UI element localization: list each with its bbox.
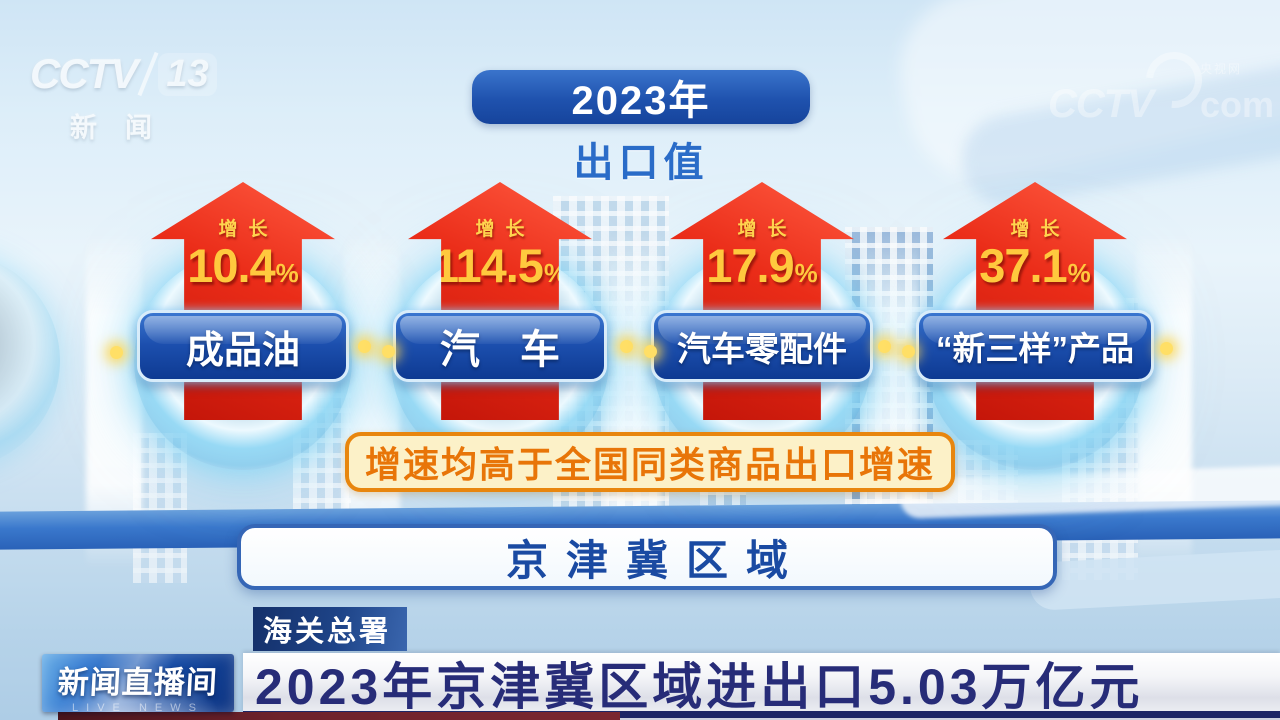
growth-label: 增长 bbox=[475, 219, 536, 240]
cctv-logo-text: CCTV bbox=[30, 50, 138, 97]
ticker-strip bbox=[58, 712, 620, 720]
cctv-logo-slash bbox=[137, 51, 159, 97]
growth-value: 37.1% bbox=[943, 238, 1127, 293]
growth-value-number: 114.5 bbox=[432, 239, 544, 292]
skyline-building bbox=[133, 433, 187, 583]
growth-label: 增长 bbox=[218, 219, 279, 240]
callout-box: 增速均高于全国同类商品出口增速 bbox=[345, 432, 955, 492]
growth-value: 17.9% bbox=[670, 238, 854, 293]
callout-text: 增速均高于全国同类商品出口增速 bbox=[364, 444, 935, 485]
growth-value-number: 17.9 bbox=[706, 239, 794, 292]
program-logo-subtext: LIVE NEWS bbox=[72, 702, 204, 712]
glow-dot bbox=[644, 345, 657, 358]
channel-number: 13 bbox=[158, 52, 217, 96]
glow-ring-partial bbox=[0, 252, 60, 470]
growth-value-number: 37.1 bbox=[979, 239, 1067, 292]
glow-dot bbox=[902, 345, 915, 358]
glow-dot bbox=[1160, 342, 1173, 355]
headline-underline-light bbox=[243, 718, 1280, 720]
glow-dot bbox=[382, 345, 395, 358]
glow-dot bbox=[110, 346, 123, 359]
glow-dot bbox=[620, 340, 633, 353]
site-caption: 央视网 bbox=[1200, 62, 1243, 76]
year-badge: 2023年 bbox=[472, 70, 810, 124]
category-label: “新三样”产品 bbox=[916, 310, 1154, 382]
growth-value-number: 10.4 bbox=[187, 239, 275, 292]
program-logo: 新闻直播间 LIVE NEWS bbox=[42, 654, 234, 712]
site-domain: com bbox=[1200, 84, 1275, 125]
growth-value: 10.4% bbox=[151, 238, 335, 293]
headline-underline bbox=[243, 711, 1280, 718]
growth-label: 增长 bbox=[737, 219, 798, 240]
percent-sign: % bbox=[1067, 258, 1091, 288]
percent-sign: % bbox=[275, 258, 299, 288]
channel-caption: 新闻 bbox=[70, 113, 180, 143]
source-tag: 海关总署 bbox=[253, 607, 408, 651]
category-label-text: 汽车零配件 bbox=[677, 330, 847, 369]
region-banner: 京津冀区域 bbox=[237, 524, 1057, 590]
category-label-text: 成品油 bbox=[185, 329, 300, 372]
category-label: 成品油 bbox=[137, 310, 349, 382]
category-label: 汽 车 bbox=[393, 310, 607, 382]
chart-subtitle: 出口值 bbox=[573, 141, 709, 185]
export-category-group: 增长 10.4% 成品油 bbox=[113, 182, 373, 492]
category-label-text: “新三样”产品 bbox=[936, 330, 1134, 367]
cctvcom-watermark: CCTV 央视网 com bbox=[1048, 40, 1278, 136]
region-banner-text: 京津冀区域 bbox=[505, 536, 806, 584]
category-label: 汽车零配件 bbox=[651, 310, 873, 382]
site-logo-text: CCTV bbox=[1048, 82, 1154, 126]
percent-sign: % bbox=[794, 258, 818, 288]
headline-text: 2023年京津冀区域进出口5.03万亿元 bbox=[255, 659, 1144, 715]
glow-dot bbox=[878, 340, 891, 353]
glow-dot bbox=[358, 340, 371, 353]
program-logo-text: 新闻直播间 bbox=[56, 665, 219, 700]
cctv13-watermark: CCTV 13 新闻 bbox=[30, 50, 230, 145]
growth-label: 增长 bbox=[1010, 219, 1071, 240]
export-category-group: 增长 37.1% “新三样”产品 bbox=[905, 182, 1165, 492]
category-label-text: 汽 车 bbox=[440, 328, 560, 372]
headline-band: 2023年京津冀区域进出口5.03万亿元 bbox=[243, 653, 1280, 715]
